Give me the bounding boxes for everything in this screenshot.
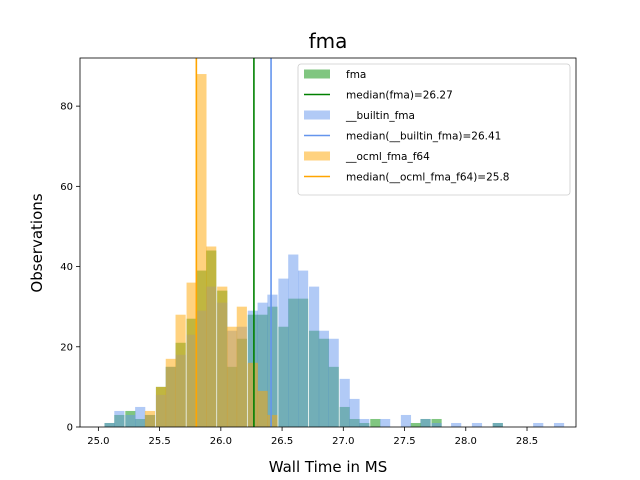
builtin-bar-31 [471, 422, 483, 427]
ocml-bar-4 [186, 282, 197, 427]
chart-title: fma [309, 29, 348, 53]
legend-swatch-builtin [304, 110, 330, 120]
builtin-bar-26 [380, 418, 391, 427]
ocml-bar-12 [267, 414, 278, 427]
ocml-bar-9 [236, 306, 247, 427]
builtin-bar-3 [135, 406, 146, 427]
x-tick-label: 28.5 [516, 436, 538, 447]
builtin-bar-0 [104, 422, 115, 427]
fma-bar-26 [370, 418, 381, 427]
ocml-bar-0 [144, 410, 156, 427]
ocml-bar-6 [206, 246, 217, 427]
builtin-bar-29 [431, 422, 442, 427]
y-tick-label: 20 [60, 342, 73, 353]
fma-bar-27 [410, 422, 421, 427]
legend-label-ocml-median: median(__ocml_fma_f64)=25.8 [346, 172, 510, 184]
x-tick-label: 27.5 [393, 436, 415, 447]
legend-box [297, 63, 571, 196]
builtin-bar-19 [298, 270, 309, 427]
y-tick-label: 80 [60, 102, 73, 113]
builtin-bar-21 [318, 330, 329, 427]
legend-label-fma-median: median(fma)=26.27 [346, 90, 453, 102]
builtin-bar-15 [257, 302, 268, 427]
ocml-bar-2 [165, 358, 176, 427]
builtin-bar-1 [114, 410, 125, 427]
y-axis-label: Observations [28, 193, 46, 292]
builtin-bar-32 [492, 422, 503, 427]
legend-label-ocml: __ocml_fma_f64 [345, 151, 430, 163]
legend-label-builtin-median: median(__builtin_fma)=26.41 [346, 131, 501, 143]
builtin-bar-33 [533, 422, 544, 427]
builtin-bar-16 [267, 294, 278, 427]
legend-label-fma: fma [346, 69, 366, 81]
x-axis-label: Wall Time in MS [269, 458, 388, 476]
x-axis: 25.0 25.5 26.0 26.5 27.0 27.5 28.0 28.5 [87, 427, 538, 447]
builtin-bar-27 [400, 414, 412, 427]
ocml-fma-f64-histogram [144, 74, 278, 427]
y-tick-label: 60 [60, 182, 73, 193]
builtin-bar-34 [553, 422, 565, 427]
y-axis: 0 20 40 60 80 [60, 102, 80, 434]
ocml-bar-7 [217, 286, 228, 427]
builtin-bar-30 [451, 422, 462, 427]
ocml-bar-8 [226, 326, 238, 427]
ocml-bar-5 [196, 74, 207, 427]
builtin-bar-22 [328, 338, 339, 427]
x-tick-label: 28.0 [455, 436, 477, 447]
ocml-bar-1 [155, 386, 167, 427]
x-tick-label: 25.5 [148, 436, 170, 447]
y-tick-label: 40 [60, 262, 73, 273]
x-tick-label: 27.0 [332, 436, 354, 447]
builtin-bar-2 [125, 414, 136, 427]
x-tick-label: 26.5 [271, 436, 293, 447]
builtin-bar-28 [420, 418, 431, 427]
builtin-bar-18 [288, 254, 299, 427]
builtin-bar-20 [309, 286, 320, 427]
ocml-bar-11 [257, 390, 268, 427]
legend: fma median(fma)=26.27 __builtin_fma median(… [297, 63, 571, 196]
x-tick-label: 26.0 [210, 436, 232, 447]
builtin-bar-17 [278, 278, 289, 427]
ocml-bar-3 [175, 314, 186, 427]
builtin-bar-25 [359, 418, 370, 427]
legend-swatch-fma [304, 69, 330, 79]
builtin-bar-24 [349, 398, 360, 427]
plot-frame [79, 57, 577, 428]
median-lines [195, 58, 272, 427]
y-tick-label: 0 [67, 423, 73, 434]
builtin-bar-23 [339, 378, 350, 427]
legend-swatch-ocml [304, 151, 330, 161]
ocml-bar-10 [247, 362, 258, 427]
x-tick-label: 25.0 [87, 436, 109, 447]
legend-label-builtin: __builtin_fma [345, 110, 415, 122]
